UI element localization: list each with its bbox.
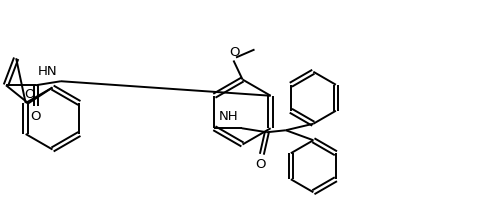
Text: O: O <box>230 46 240 59</box>
Text: O: O <box>30 110 41 123</box>
Text: HN: HN <box>38 65 57 78</box>
Text: O: O <box>24 88 34 101</box>
Text: O: O <box>256 158 266 171</box>
Text: NH: NH <box>219 110 238 123</box>
